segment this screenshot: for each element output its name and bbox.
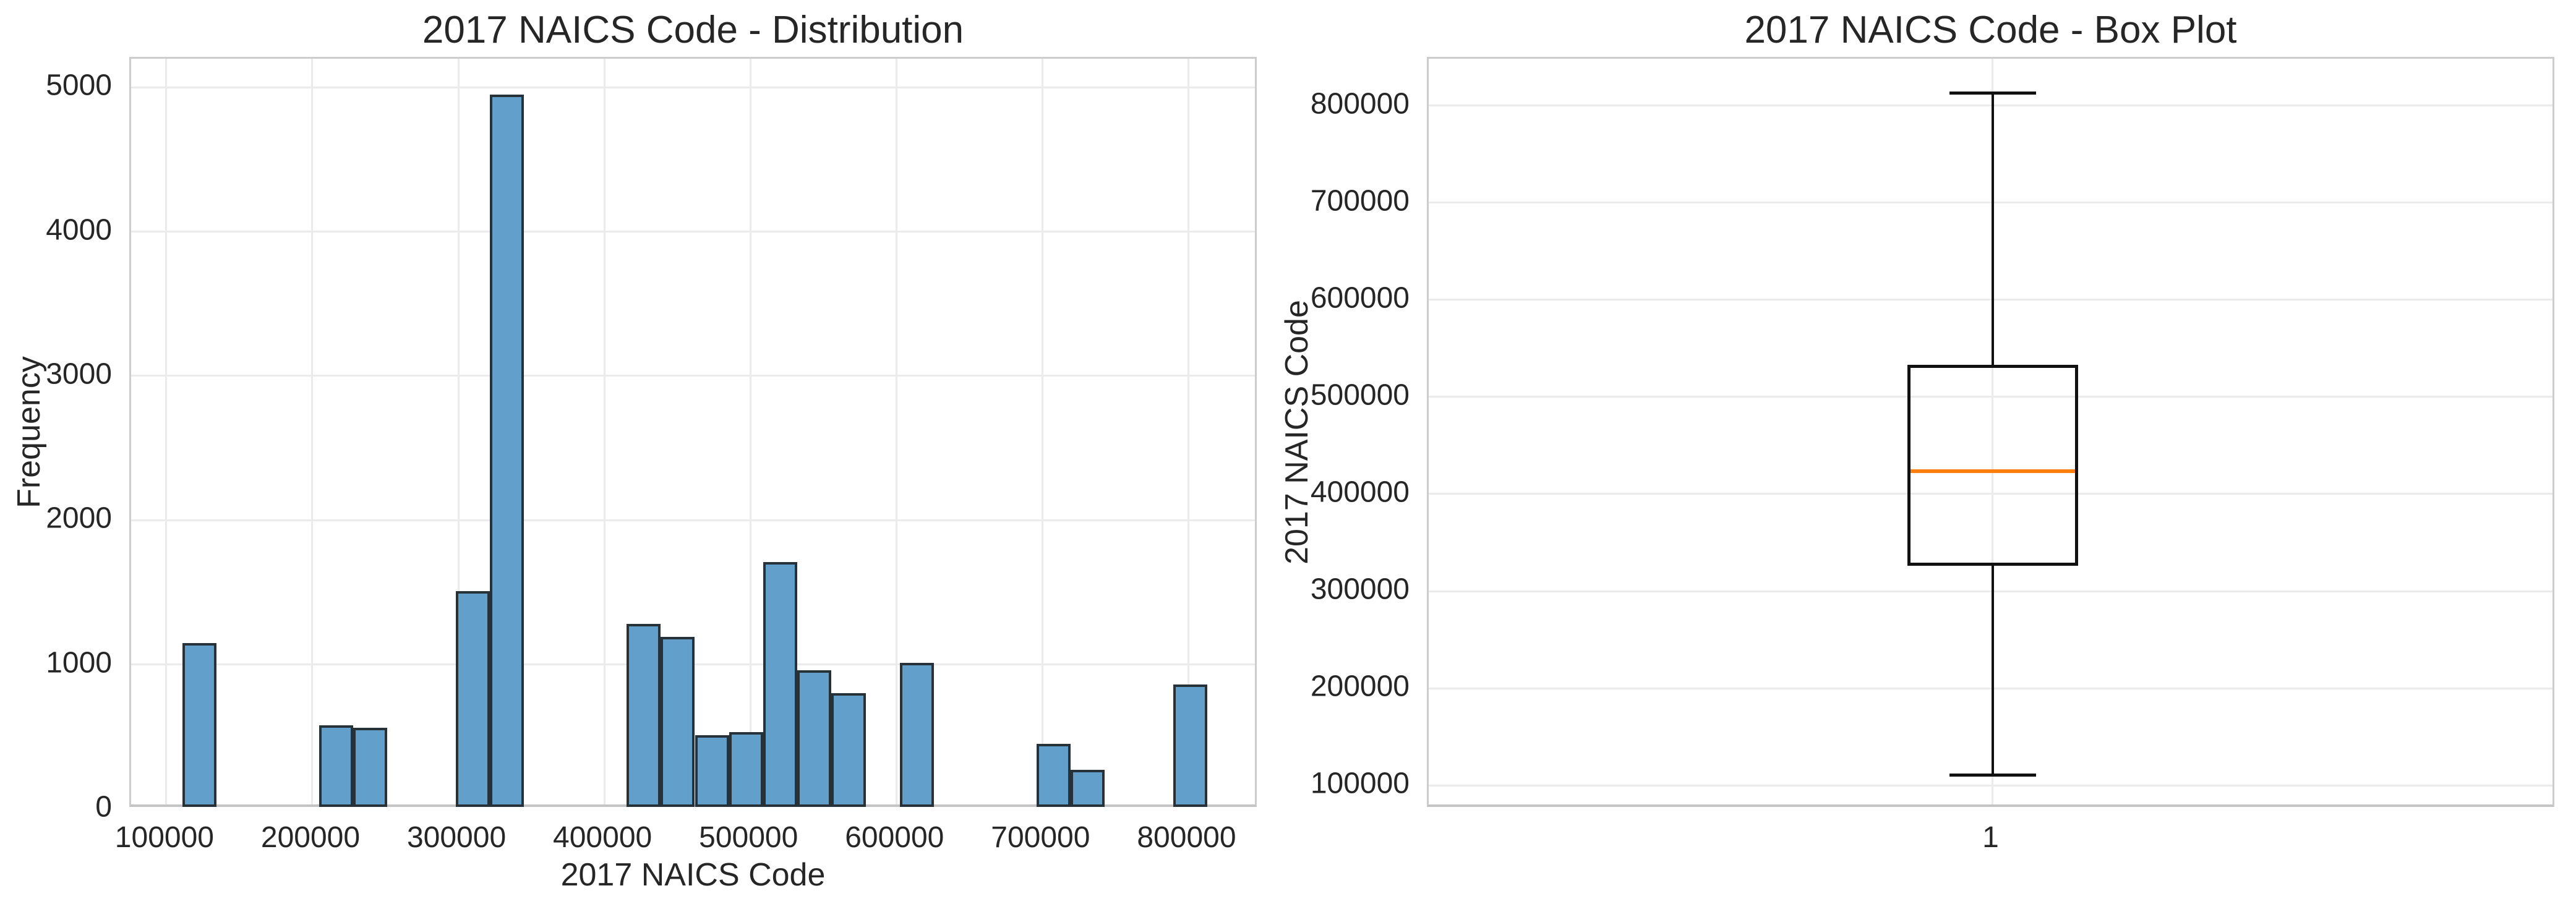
histogram-x-tick-label: 200000 xyxy=(260,821,361,854)
upper-whisker-cap xyxy=(1949,91,2036,95)
histogram-bar xyxy=(797,670,832,807)
histogram-x-tick-label: 100000 xyxy=(114,821,214,854)
boxplot-plot: 2017 NAICS Code - Box Plot 2017 NAICS Co… xyxy=(1279,10,2554,854)
lower-whisker-cap xyxy=(1949,773,2036,777)
boxplot-y-tick-label: 100000 xyxy=(1310,767,1410,800)
x-gridline xyxy=(165,59,168,804)
histogram-bar xyxy=(1071,769,1105,807)
x-gridline xyxy=(603,59,605,804)
x-gridline xyxy=(457,59,460,804)
upper-whisker-line xyxy=(1991,93,1994,365)
boxplot-y-tick-label: 600000 xyxy=(1310,281,1410,315)
y-gridline xyxy=(1429,299,2552,301)
y-gridline xyxy=(1429,396,2552,398)
histogram-bar xyxy=(661,637,695,807)
histogram-bar xyxy=(831,693,866,807)
histogram-x-tick-label: 800000 xyxy=(1137,821,1236,854)
x-gridline xyxy=(311,59,314,804)
y-gridline xyxy=(1429,493,2552,495)
boxplot-y-tick-label: 800000 xyxy=(1310,87,1410,121)
iqr-box xyxy=(1907,365,2078,566)
histogram-y-axis-label: Frequency xyxy=(11,356,47,508)
histogram-bar xyxy=(627,624,661,807)
boxplot-y-tick-label: 300000 xyxy=(1310,573,1410,606)
histogram-bar xyxy=(319,725,354,807)
histogram-bar xyxy=(763,561,798,807)
histogram-bar xyxy=(1173,684,1208,807)
median-line xyxy=(1910,469,2075,474)
histogram-bar xyxy=(353,728,388,807)
histogram-plot: 2017 NAICS Code - Distribution Frequency… xyxy=(11,10,1257,893)
y-gridline xyxy=(1429,590,2552,592)
boxplot-plot-area xyxy=(1427,57,2554,807)
y-gridline xyxy=(1429,202,2552,204)
boxplot-x-tick-label: 1 xyxy=(1982,821,1999,854)
x-gridline xyxy=(1187,59,1189,804)
histogram-bar xyxy=(899,663,935,807)
histogram-bar xyxy=(729,732,763,807)
histogram-y-tick-label: 0 xyxy=(95,790,112,824)
y-gridline xyxy=(131,519,1255,521)
histogram-bar xyxy=(695,735,729,807)
boxplot-y-tick-label: 500000 xyxy=(1310,378,1410,412)
histogram-plot-area xyxy=(129,57,1257,807)
histogram-x-tick-label: 600000 xyxy=(845,821,944,854)
x-gridline xyxy=(749,59,751,804)
histogram-bar xyxy=(182,642,217,807)
boxplot-y-tick-label: 200000 xyxy=(1310,670,1410,703)
x-gridline xyxy=(1992,59,1993,804)
histogram-title: 2017 NAICS Code - Distribution xyxy=(422,9,964,51)
y-gridline xyxy=(1429,784,2552,787)
histogram-x-tick-label: 300000 xyxy=(406,821,507,854)
y-gridline xyxy=(131,375,1255,377)
histogram-x-axis-label: 2017 NAICS Code xyxy=(560,857,826,893)
y-gridline xyxy=(1429,687,2552,689)
histogram-bar xyxy=(455,591,490,807)
histogram-y-tick-label: 2000 xyxy=(46,501,112,535)
histogram-y-tick-label: 3000 xyxy=(46,357,112,391)
y-gridline xyxy=(131,86,1255,88)
histogram-y-tick-label: 5000 xyxy=(46,69,112,102)
lower-whisker-line xyxy=(1991,566,1994,775)
histogram-y-tick-label: 1000 xyxy=(46,646,112,680)
histogram-bar xyxy=(1036,743,1071,807)
boxplot-y-tick-label: 400000 xyxy=(1310,475,1410,509)
histogram-x-tick-label: 500000 xyxy=(699,821,798,854)
x-gridline xyxy=(1041,59,1043,804)
boxplot-y-axis-label: 2017 NAICS Code xyxy=(1279,299,1315,565)
boxplot-title: 2017 NAICS Code - Box Plot xyxy=(1744,9,2237,51)
histogram-y-tick-label: 4000 xyxy=(46,213,112,247)
histogram-x-tick-label: 700000 xyxy=(991,821,1090,854)
histogram-x-tick-label: 400000 xyxy=(553,821,653,854)
histogram-bar xyxy=(490,94,524,807)
y-gridline xyxy=(1429,104,2552,107)
y-gridline xyxy=(131,231,1255,233)
x-gridline xyxy=(895,59,897,804)
boxplot-y-tick-label: 700000 xyxy=(1310,184,1410,218)
